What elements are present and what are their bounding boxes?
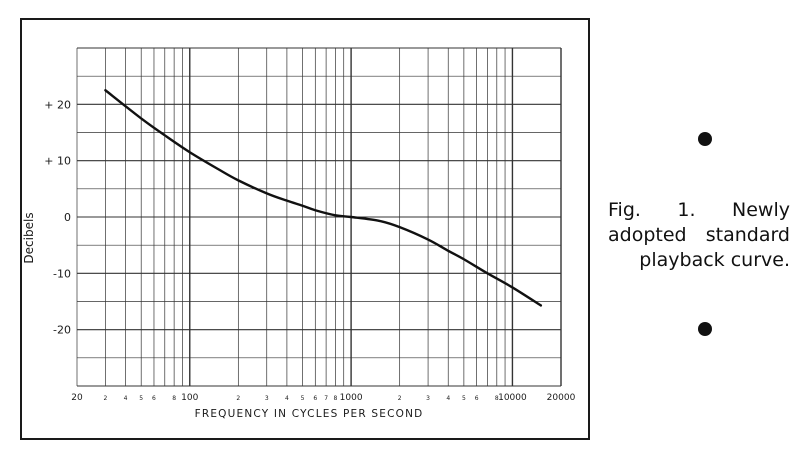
x-tick-label: 3 bbox=[265, 395, 269, 402]
x-tick-label: 6 bbox=[475, 395, 479, 402]
x-tick-label: 8 bbox=[172, 395, 176, 402]
grid-lines bbox=[76, 47, 562, 387]
x-tick-label: 10000 bbox=[498, 393, 527, 403]
x-axis-label: FREQUENCY IN CYCLES PER SECOND bbox=[195, 408, 424, 420]
y-tick-label: + 10 bbox=[44, 155, 71, 168]
x-tick-label: 8 bbox=[495, 395, 499, 402]
x-tick-label: 8 bbox=[334, 395, 338, 402]
y-tick-label: 0 bbox=[64, 211, 71, 224]
y-axis-label: Decibels bbox=[22, 212, 36, 263]
x-tick-label: 3 bbox=[426, 395, 430, 402]
x-tick-label: 5 bbox=[139, 395, 143, 402]
x-tick-label: 20000 bbox=[547, 393, 576, 403]
x-tick-label: 20 bbox=[71, 393, 83, 403]
x-tick-label: 5 bbox=[462, 395, 466, 402]
y-tick-label: -20 bbox=[53, 324, 71, 337]
y-tick-label: + 20 bbox=[44, 98, 71, 111]
y-tick-label: -10 bbox=[53, 267, 71, 280]
x-tick-label: 4 bbox=[285, 395, 289, 402]
tick-labels: 20 2 4 5 6 8 100 2 3 4 5 6 7 8 1000 2 3 4 5 6 8 10000 20000+ 2… bbox=[44, 98, 575, 403]
x-tick-label: 1000 bbox=[340, 393, 363, 403]
x-tick-label: 100 bbox=[181, 393, 198, 403]
playback-curve-line bbox=[104, 89, 543, 307]
playback-curve-chart: 20 2 4 5 6 8 100 2 3 4 5 6 7 8 1000 2 3 4 5 6 8 10000 20000+ 2… bbox=[22, 47, 576, 420]
bullet-top bbox=[698, 132, 712, 146]
x-tick-label: 7 bbox=[324, 395, 328, 402]
x-tick-label: 6 bbox=[313, 395, 317, 402]
caption-line-3: playback curve. bbox=[639, 249, 790, 271]
x-tick-label: 2 bbox=[398, 395, 402, 402]
x-tick-label: 4 bbox=[446, 395, 450, 402]
bullet-bottom bbox=[698, 322, 712, 336]
x-tick-label: 6 bbox=[152, 395, 156, 402]
chart-frame: 20 2 4 5 6 8 100 2 3 4 5 6 7 8 1000 2 3 4 5 6 8 10000 20000 + 2… bbox=[20, 18, 590, 440]
figure-caption: Fig. 1. Newly adopted standard playback … bbox=[608, 198, 790, 273]
x-tick-label: 2 bbox=[236, 395, 240, 402]
caption-line-2: adopted standard bbox=[608, 224, 790, 246]
caption-line-1: Fig. 1. Newly bbox=[608, 199, 790, 221]
x-tick-label: 4 bbox=[124, 395, 128, 402]
x-tick-label: 2 bbox=[103, 395, 107, 402]
x-tick-label: 5 bbox=[301, 395, 305, 402]
